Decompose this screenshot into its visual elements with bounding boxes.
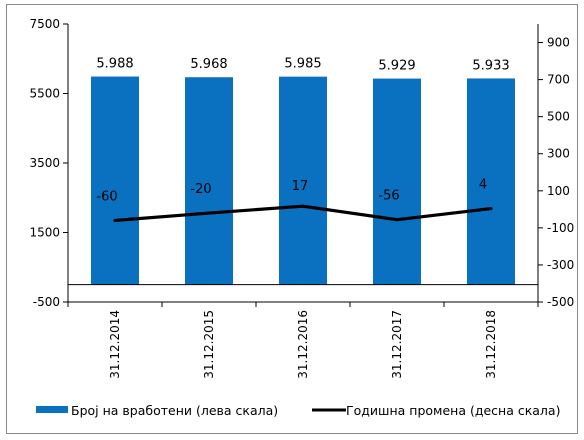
legend-label-line: Годишна промена (десна скала) [346, 403, 560, 418]
bar [279, 76, 327, 285]
x-tick-label: 31.12.2016 [296, 310, 310, 379]
y-left-tick-label: 7500 [29, 17, 60, 31]
y-right-tick-label: -500 [547, 295, 574, 309]
y-left-tick-label: 3500 [29, 156, 60, 170]
line-data-label: 17 [292, 179, 309, 194]
y-left-tick-label: -500 [33, 295, 60, 309]
bar [185, 77, 233, 285]
y-right-tick-label: 100 [547, 184, 570, 198]
y-right-tick-label: -100 [547, 221, 574, 235]
bar-data-label: 5.929 [378, 59, 415, 74]
x-tick-label: 31.12.2014 [108, 310, 122, 379]
line-point [207, 211, 211, 215]
bar [91, 76, 139, 285]
y-left-tick-label: 5500 [29, 87, 60, 101]
bar-data-label: 5.985 [284, 57, 321, 72]
line-point [489, 207, 493, 211]
bar [373, 78, 421, 285]
legend-swatch-bar [36, 406, 68, 413]
line-data-label: -20 [190, 182, 211, 197]
line-point [113, 218, 117, 222]
bar-data-label: 5.968 [190, 57, 227, 72]
y-right-tick-label: 700 [547, 73, 570, 87]
bar [467, 78, 515, 285]
y-right-tick-label: 900 [547, 36, 570, 50]
bar-data-label: 5.988 [96, 57, 133, 72]
y-right-tick-label: -300 [547, 258, 574, 272]
x-tick-label: 31.12.2017 [390, 310, 404, 379]
line-point [395, 218, 399, 222]
legend-label-bar: Број на вработени (лева скала) [71, 403, 278, 418]
y-right-tick-label: 500 [547, 110, 570, 124]
line-data-label: -60 [96, 189, 117, 204]
line-data-label: 4 [479, 178, 487, 193]
line-data-label: -56 [378, 189, 399, 204]
line-point [301, 204, 305, 208]
y-left-tick-label: 1500 [29, 226, 60, 240]
x-tick-label: 31.12.2018 [484, 310, 498, 379]
bar-data-label: 5.933 [472, 58, 509, 73]
x-tick-label: 31.12.2015 [202, 310, 216, 379]
y-right-tick-label: 300 [547, 147, 570, 161]
